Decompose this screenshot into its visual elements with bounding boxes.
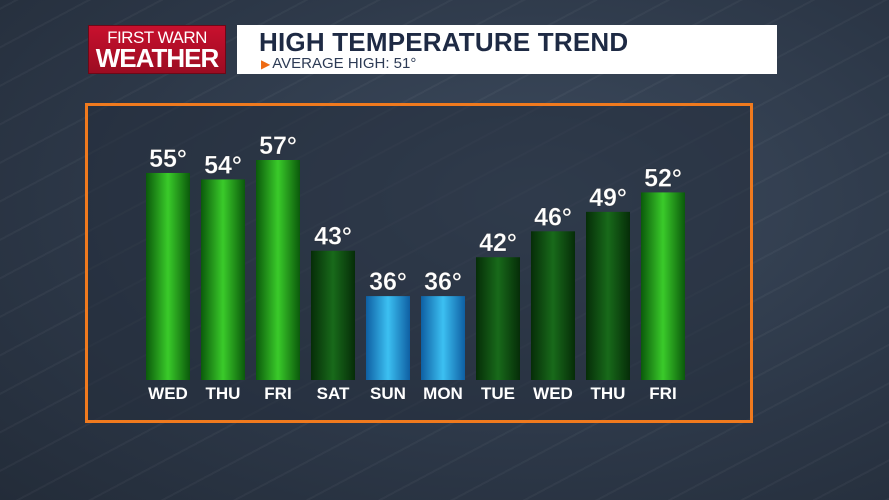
bar-wed-7 xyxy=(531,231,575,380)
value-label-3: 43° xyxy=(314,223,352,251)
category-label-2: FRI xyxy=(264,384,291,403)
bar-mon-5 xyxy=(421,296,465,380)
value-label-1: 54° xyxy=(204,151,242,179)
bar-fri-2 xyxy=(256,160,300,380)
category-label-0: WED xyxy=(148,384,188,403)
logo-line-1: FIRST WARN xyxy=(107,28,207,47)
value-label-7: 46° xyxy=(534,203,572,231)
chart-title: HIGH TEMPERATURE TREND xyxy=(259,27,629,57)
bars-layer xyxy=(146,160,685,380)
bar-fri-9 xyxy=(641,192,685,380)
chart-subtitle: AVERAGE HIGH: 51° xyxy=(272,55,417,72)
first-warn-weather-logo: FIRST WARN WEATHER xyxy=(88,25,226,74)
value-label-0: 55° xyxy=(149,145,187,173)
bar-thu-1 xyxy=(201,179,245,380)
bar-sun-4 xyxy=(366,296,410,380)
category-label-4: SUN xyxy=(370,384,406,403)
value-label-4: 36° xyxy=(369,268,407,296)
play-arrow-icon: ▶ xyxy=(261,57,271,71)
value-label-8: 49° xyxy=(589,184,627,212)
category-label-9: FRI xyxy=(649,384,676,403)
logo-line-2: WEATHER xyxy=(95,43,220,73)
subtitle-row: ▶ AVERAGE HIGH: 51° xyxy=(261,55,416,72)
bar-thu-8 xyxy=(586,211,630,380)
bar-sat-3 xyxy=(311,250,355,380)
category-label-6: TUE xyxy=(481,384,515,403)
value-label-6: 42° xyxy=(479,229,517,257)
bar-wed-0 xyxy=(146,172,190,380)
category-label-7: WED xyxy=(533,384,573,403)
bar-tue-6 xyxy=(476,257,520,380)
labels-layer: 55° WED 54° THU 57° FRI 43° SAT 36° SUN 36° MON 42° T… xyxy=(148,132,682,403)
category-label-5: MON xyxy=(423,384,463,403)
value-label-9: 52° xyxy=(644,164,682,192)
value-label-5: 36° xyxy=(424,268,462,296)
value-label-2: 57° xyxy=(259,132,297,160)
category-label-1: THU xyxy=(206,384,241,403)
category-label-8: THU xyxy=(591,384,626,403)
category-label-3: SAT xyxy=(317,384,350,403)
title-banner: HIGH TEMPERATURE TREND ▶ AVERAGE HIGH: 51… xyxy=(237,25,777,74)
